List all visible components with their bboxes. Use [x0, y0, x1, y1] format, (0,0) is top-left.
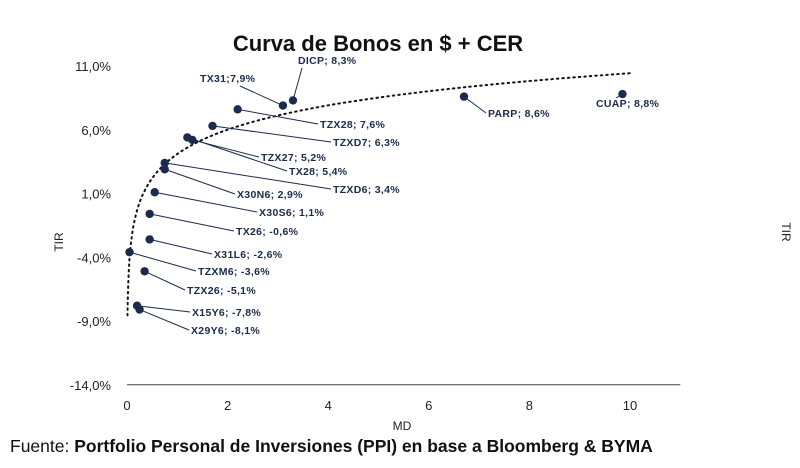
data-label: TZX28; 7,6%	[320, 119, 386, 131]
data-point	[160, 165, 169, 174]
data-labels: DICP; 8,3% TX31;7,9% TZX28; 7,6% TZXD7; 6,3…	[187, 55, 659, 337]
leader-line	[292, 67, 303, 101]
trendline	[126, 72, 631, 317]
data-point	[208, 121, 217, 131]
data-label: TZX26; -5,1%	[187, 285, 256, 297]
data-label: TZX27; 5,2%	[261, 152, 327, 164]
data-label: TZXD7; 6,3%	[333, 137, 400, 149]
x-tick-label: 2	[224, 398, 231, 413]
leader-line	[212, 125, 332, 143]
y-axis-label: TIR	[52, 232, 66, 252]
footer-source: Portfolio Personal de Inversiones (PPI) …	[74, 436, 653, 456]
data-point	[278, 101, 288, 110]
data-point	[145, 209, 154, 219]
data-label: X31L6; -2,6%	[214, 249, 283, 261]
data-point	[618, 89, 627, 99]
leader-lines	[129, 67, 623, 331]
leader-line	[129, 251, 197, 272]
x-axis-label: MD	[393, 419, 412, 433]
data-label: CUAP; 8,8%	[596, 98, 659, 110]
y-tick-label: -9,0%	[77, 314, 111, 329]
data-label: X30N6; 2,9%	[237, 189, 303, 201]
chart-title: Curva de Bonos en $ + CER	[233, 31, 523, 56]
leader-line	[154, 191, 258, 213]
y-tick-label: 11,0%	[75, 59, 111, 74]
data-point	[459, 92, 469, 101]
data-label: TX31;7,9%	[200, 73, 256, 85]
data-point	[140, 267, 149, 276]
y-tick-label: -4,0%	[77, 250, 111, 265]
leader-line	[137, 305, 191, 313]
leader-line	[463, 96, 487, 114]
leader-line	[149, 213, 235, 232]
bond-curve-chart: Curva de Bonos en $ + CER 0 2 4 6 8 10 11,0% 6,…	[52, 31, 793, 433]
axes: 0 2 4 6 8 10 11,0% 6,0% 1,0% -4,0% -9,0% -14,0%	[70, 59, 681, 413]
x-tick-label: 10	[623, 398, 637, 413]
data-label: PARP; 8,6%	[488, 108, 550, 120]
x-tick-label: 4	[325, 398, 332, 413]
y-tick-label: -14,0%	[70, 378, 112, 393]
data-label: X29Y6; -8,1%	[191, 325, 260, 337]
data-label: DICP; 8,3%	[298, 55, 357, 67]
leader-line	[237, 108, 319, 125]
y-axis-label-right: TIR	[779, 222, 793, 242]
y-tick-label: 1,0%	[81, 187, 111, 202]
data-label: X15Y6; -7,8%	[192, 307, 261, 319]
data-point	[183, 133, 192, 142]
y-tick-label: 6,0%	[81, 123, 111, 138]
footer-prefix: Fuente:	[10, 436, 75, 456]
source-footer: Fuente: Portfolio Personal de Inversione…	[10, 436, 653, 457]
data-point	[135, 305, 144, 314]
leader-line	[144, 270, 186, 291]
x-tick-label: 6	[425, 398, 432, 413]
leader-line	[239, 85, 284, 106]
data-point	[160, 158, 169, 168]
x-tick-label: 0	[123, 398, 130, 413]
leader-line	[139, 309, 190, 331]
data-label: X30S6; 1,1%	[259, 207, 325, 219]
leader-line	[164, 162, 332, 190]
x-tick-label: 8	[526, 398, 533, 413]
data-point	[150, 188, 159, 197]
data-points	[125, 89, 627, 314]
data-label: TX28; 5,4%	[289, 166, 348, 178]
leader-line	[164, 168, 236, 195]
data-label: TX26; -0,6%	[236, 226, 299, 238]
data-point	[288, 96, 298, 105]
leader-line	[149, 238, 213, 255]
leader-line	[187, 136, 288, 172]
data-point	[233, 105, 242, 114]
data-point	[145, 235, 154, 244]
data-point	[125, 247, 134, 257]
data-label: TZXM6; -3,6%	[198, 266, 270, 278]
data-label: TZXD6; 3,4%	[333, 184, 400, 196]
